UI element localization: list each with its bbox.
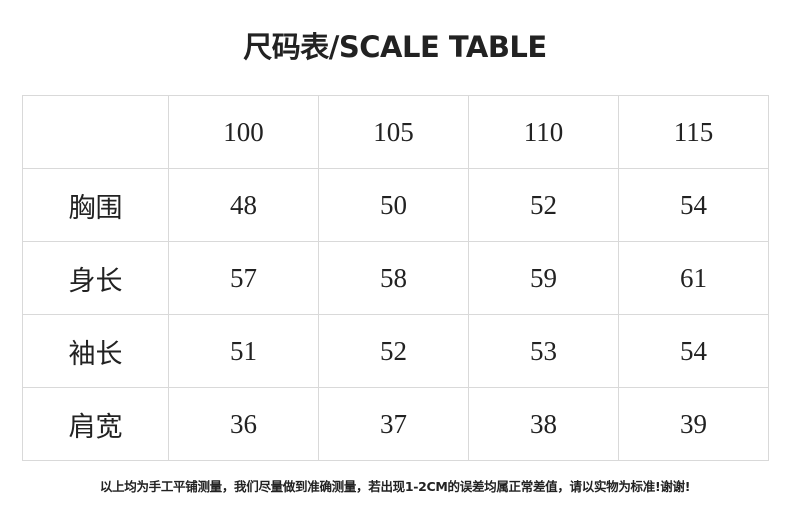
table-cell: 51 — [168, 314, 319, 388]
table-row: 胸围 48 50 52 54 — [22, 168, 769, 242]
measurement-note: 以上均为手工平铺测量，我们尽量做到准确测量，若出现1-2CM的误差均属正常差值，… — [99, 479, 691, 494]
table-cell: 36 — [168, 387, 319, 461]
row-label: 胸围 — [22, 168, 169, 242]
table-cell: 54 — [618, 168, 769, 242]
table-cell: 48 — [168, 168, 319, 242]
header-size-cell: 105 — [318, 95, 469, 169]
table-cell: 58 — [318, 241, 469, 315]
table-row: 肩宽 36 37 38 39 — [22, 387, 769, 461]
table-cell: 50 — [318, 168, 469, 242]
page-title: 尺码表/SCALE TABLE — [243, 30, 547, 64]
table-cell: 52 — [318, 314, 469, 388]
header-size-cell: 110 — [468, 95, 619, 169]
table-cell: 53 — [468, 314, 619, 388]
table-cell: 52 — [468, 168, 619, 242]
table-cell: 59 — [468, 241, 619, 315]
table-cell: 57 — [168, 241, 319, 315]
table-cell: 38 — [468, 387, 619, 461]
table-cell: 37 — [318, 387, 469, 461]
table-header-row: 100 105 110 115 — [22, 95, 769, 169]
table-cell: 61 — [618, 241, 769, 315]
table-row: 袖长 51 52 53 54 — [22, 314, 769, 388]
row-label: 肩宽 — [22, 387, 169, 461]
row-label: 袖长 — [22, 314, 169, 388]
size-table: 100 105 110 115 胸围 48 50 52 54 身长 57 58 … — [22, 95, 769, 461]
table-cell: 39 — [618, 387, 769, 461]
header-size-cell: 115 — [618, 95, 769, 169]
header-size-cell: 100 — [168, 95, 319, 169]
row-label: 身长 — [22, 241, 169, 315]
table-cell: 54 — [618, 314, 769, 388]
header-corner-cell — [22, 95, 169, 169]
table-row: 身长 57 58 59 61 — [22, 241, 769, 315]
